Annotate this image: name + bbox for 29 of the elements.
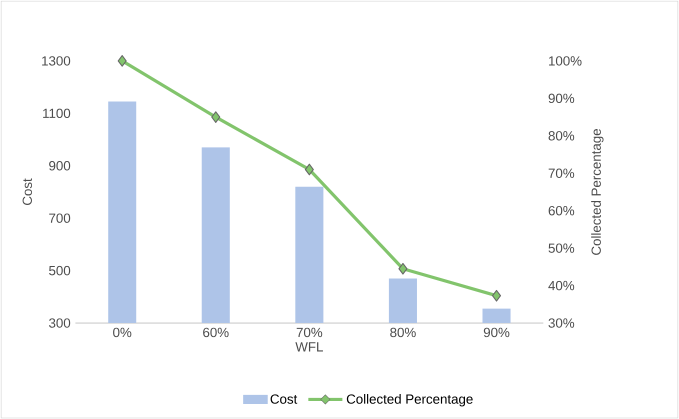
y-tick-label: 1100 <box>43 108 70 118</box>
point <box>492 290 502 302</box>
y2-tick-label: 60% <box>548 206 574 216</box>
point <box>304 164 314 176</box>
y2-tick-label: 70% <box>548 168 574 178</box>
y2-tick-label: 100% <box>549 56 582 66</box>
x-axis-title: WFL <box>295 342 323 352</box>
y-axis-title: Cost <box>22 178 32 205</box>
y2-tick-label: 50% <box>548 243 574 253</box>
point <box>118 54 127 67</box>
y2-axis-title: Collected Percentage <box>591 128 604 255</box>
y-tick-label: 300 <box>49 318 70 328</box>
y-tick-label: 900 <box>49 160 70 170</box>
legend-label: Cost <box>270 394 298 404</box>
x-tick-label: 80% <box>390 328 416 338</box>
x-tick-label: 70% <box>296 328 322 338</box>
y2-tick-label: 90% <box>548 94 574 103</box>
y-tick-label: 1300 <box>42 56 70 66</box>
legend-label: Collected Percentage <box>346 394 473 406</box>
x-tick-label: 60% <box>203 328 229 338</box>
point <box>398 262 408 275</box>
y2-tick-label: 30% <box>548 318 574 328</box>
y2-tick-label: 80% <box>548 131 574 140</box>
x-tick-label: 0% <box>113 328 132 338</box>
y-tick-label: 500 <box>49 266 70 276</box>
y-tick-label: 700 <box>49 213 70 223</box>
y2-tick-label: 40% <box>548 280 574 290</box>
point <box>211 111 220 123</box>
x-tick-label: 90% <box>484 328 510 338</box>
